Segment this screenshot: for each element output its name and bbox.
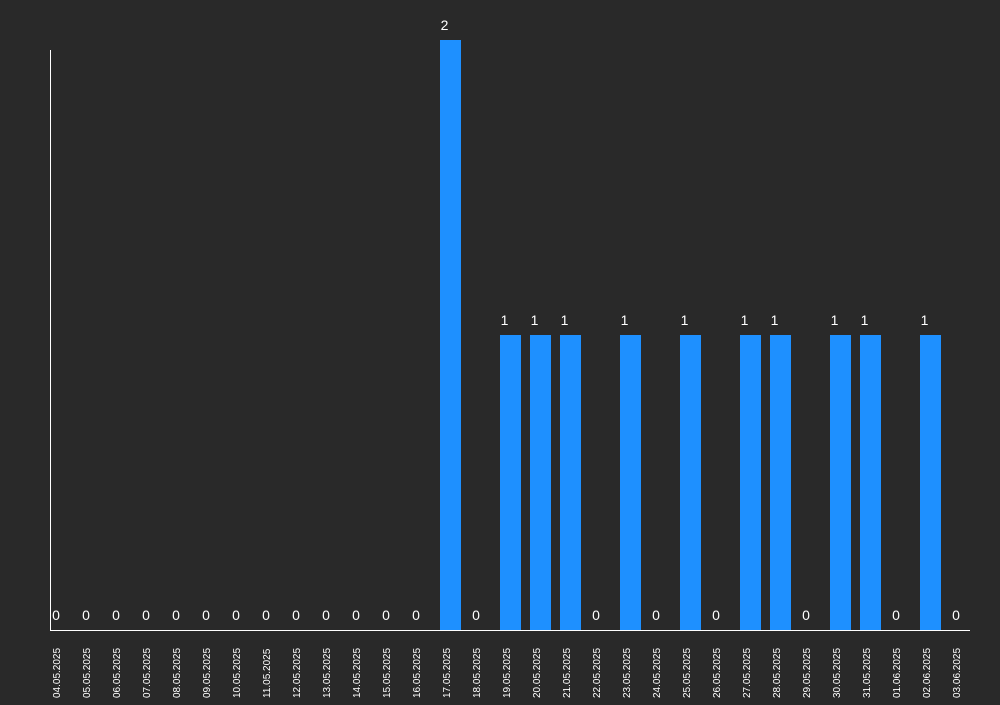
x-tick-label: 22.05.2025: [592, 648, 603, 698]
data-label: 0: [52, 607, 60, 623]
bar: [560, 335, 581, 630]
x-tick-label: 06.05.2025: [112, 648, 123, 698]
bars: [440, 40, 941, 630]
x-tick-labels: 04.05.2025 05.05.2025 06.05.2025 07.05.2025…: [52, 648, 963, 698]
x-tick-label: 24.05.2025: [652, 648, 663, 698]
data-label: 0: [202, 607, 210, 623]
data-label: 1: [861, 312, 869, 328]
x-tick-label: 28.05.2025: [772, 648, 783, 698]
data-label: 0: [472, 607, 480, 623]
data-label: 0: [322, 607, 330, 623]
x-tick-label: 12.05.2025: [292, 648, 303, 698]
x-tick-label: 07.05.2025: [142, 648, 153, 698]
bar: [740, 335, 761, 630]
data-label: 0: [892, 607, 900, 623]
data-label: 0: [382, 607, 390, 623]
x-tick-label: 09.05.2025: [202, 648, 213, 698]
x-tick-label: 14.05.2025: [352, 648, 363, 698]
data-label: 0: [232, 607, 240, 623]
x-tick-label: 13.05.2025: [322, 648, 333, 698]
data-labels: 0 0 0 0 0 0 0 0 0 0 0 0 0 2 0 1 1 1 0 1 0 1 0 1 1 0 1 1 0 1 0: [52, 17, 960, 623]
data-label: 1: [741, 312, 749, 328]
bar: [860, 335, 881, 630]
x-tick-label: 10.05.2025: [232, 648, 243, 698]
x-tick-label: 08.05.2025: [172, 648, 183, 698]
data-label: 0: [952, 607, 960, 623]
x-tick-label: 16.05.2025: [412, 648, 423, 698]
x-tick-label: 26.05.2025: [712, 648, 723, 698]
bar: [620, 335, 641, 630]
data-label: 0: [112, 607, 120, 623]
data-label: 1: [561, 312, 569, 328]
data-label: 1: [771, 312, 779, 328]
bar: [500, 335, 521, 630]
data-label: 1: [501, 312, 509, 328]
data-label: 2: [441, 17, 449, 33]
data-label: 0: [82, 607, 90, 623]
data-label: 1: [621, 312, 629, 328]
bar: [830, 335, 851, 630]
data-label: 0: [142, 607, 150, 623]
bar: [770, 335, 791, 630]
x-tick-label: 17.05.2025: [442, 648, 453, 698]
data-label: 0: [592, 607, 600, 623]
x-tick-label: 15.05.2025: [382, 648, 393, 698]
x-tick-label: 25.05.2025: [682, 648, 693, 698]
x-tick-label: 01.06.2025: [892, 648, 903, 698]
data-label: 0: [352, 607, 360, 623]
x-tick-label: 19.05.2025: [502, 648, 513, 698]
x-tick-label: 29.05.2025: [802, 648, 813, 698]
data-label: 1: [921, 312, 929, 328]
data-label: 0: [712, 607, 720, 623]
data-label: 0: [292, 607, 300, 623]
bar: [530, 335, 551, 630]
bar: [680, 335, 701, 630]
data-label: 0: [802, 607, 810, 623]
bar: [920, 335, 941, 630]
x-tick-label: 21.05.2025: [562, 648, 573, 698]
x-tick-label: 04.05.2025: [52, 648, 63, 698]
x-tick-label: 23.05.2025: [622, 648, 633, 698]
x-tick-label: 02.06.2025: [922, 648, 933, 698]
data-label: 0: [412, 607, 420, 623]
x-tick-label: 27.05.2025: [742, 648, 753, 698]
x-tick-label: 30.05.2025: [832, 648, 843, 698]
x-tick-label: 05.05.2025: [82, 648, 93, 698]
data-label: 0: [172, 607, 180, 623]
bar: [440, 40, 461, 630]
data-label: 1: [831, 312, 839, 328]
x-tick-label: 31.05.2025: [862, 648, 873, 698]
axes: [50, 50, 970, 631]
x-tick-label: 03.06.2025: [952, 648, 963, 698]
x-tick-label: 18.05.2025: [472, 648, 483, 698]
data-label: 0: [652, 607, 660, 623]
x-tick-label: 20.05.2025: [532, 648, 543, 698]
data-label: 1: [681, 312, 689, 328]
data-label: 1: [531, 312, 539, 328]
data-label: 0: [262, 607, 270, 623]
x-tick-label: 11.05.2025: [262, 648, 273, 698]
